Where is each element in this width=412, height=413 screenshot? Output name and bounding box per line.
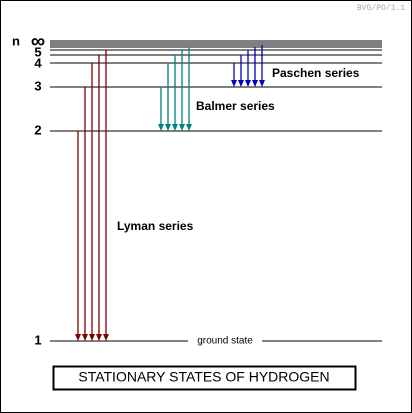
series-label: Balmer series xyxy=(196,99,275,113)
arrow-head xyxy=(158,124,164,131)
arrow-head xyxy=(252,80,258,87)
arrow-head xyxy=(103,334,109,341)
ground-state-label: ground state xyxy=(197,336,253,347)
title: STATIONARY STATES OF HYDROGEN xyxy=(78,369,329,385)
arrow-head xyxy=(96,334,102,341)
series-label: Paschen series xyxy=(272,66,360,80)
arrow-head xyxy=(179,124,185,131)
level-label: 4 xyxy=(34,55,42,70)
title-box xyxy=(52,365,357,391)
arrow-head xyxy=(259,80,265,87)
level-label: 3 xyxy=(34,78,41,93)
arrow-head xyxy=(172,124,178,131)
arrow-head xyxy=(238,80,244,87)
arrow-head xyxy=(231,80,237,87)
level-label: 1 xyxy=(34,332,41,347)
arrow-head xyxy=(165,124,171,131)
series-label: Lyman series xyxy=(117,219,194,233)
watermark: BVG/PO/1.1 xyxy=(357,4,405,13)
arrow-head xyxy=(245,80,251,87)
level-label: ∞ xyxy=(31,30,45,52)
level-label: 5 xyxy=(34,44,41,59)
level-label: 2 xyxy=(34,122,41,137)
n-label: n xyxy=(12,33,20,48)
arrows xyxy=(75,45,265,341)
arrow-head xyxy=(186,124,192,131)
arrow-head xyxy=(75,334,81,341)
arrow-head xyxy=(82,334,88,341)
arrow-head xyxy=(89,334,95,341)
levels: 1 2 3 45∞ xyxy=(31,30,382,347)
